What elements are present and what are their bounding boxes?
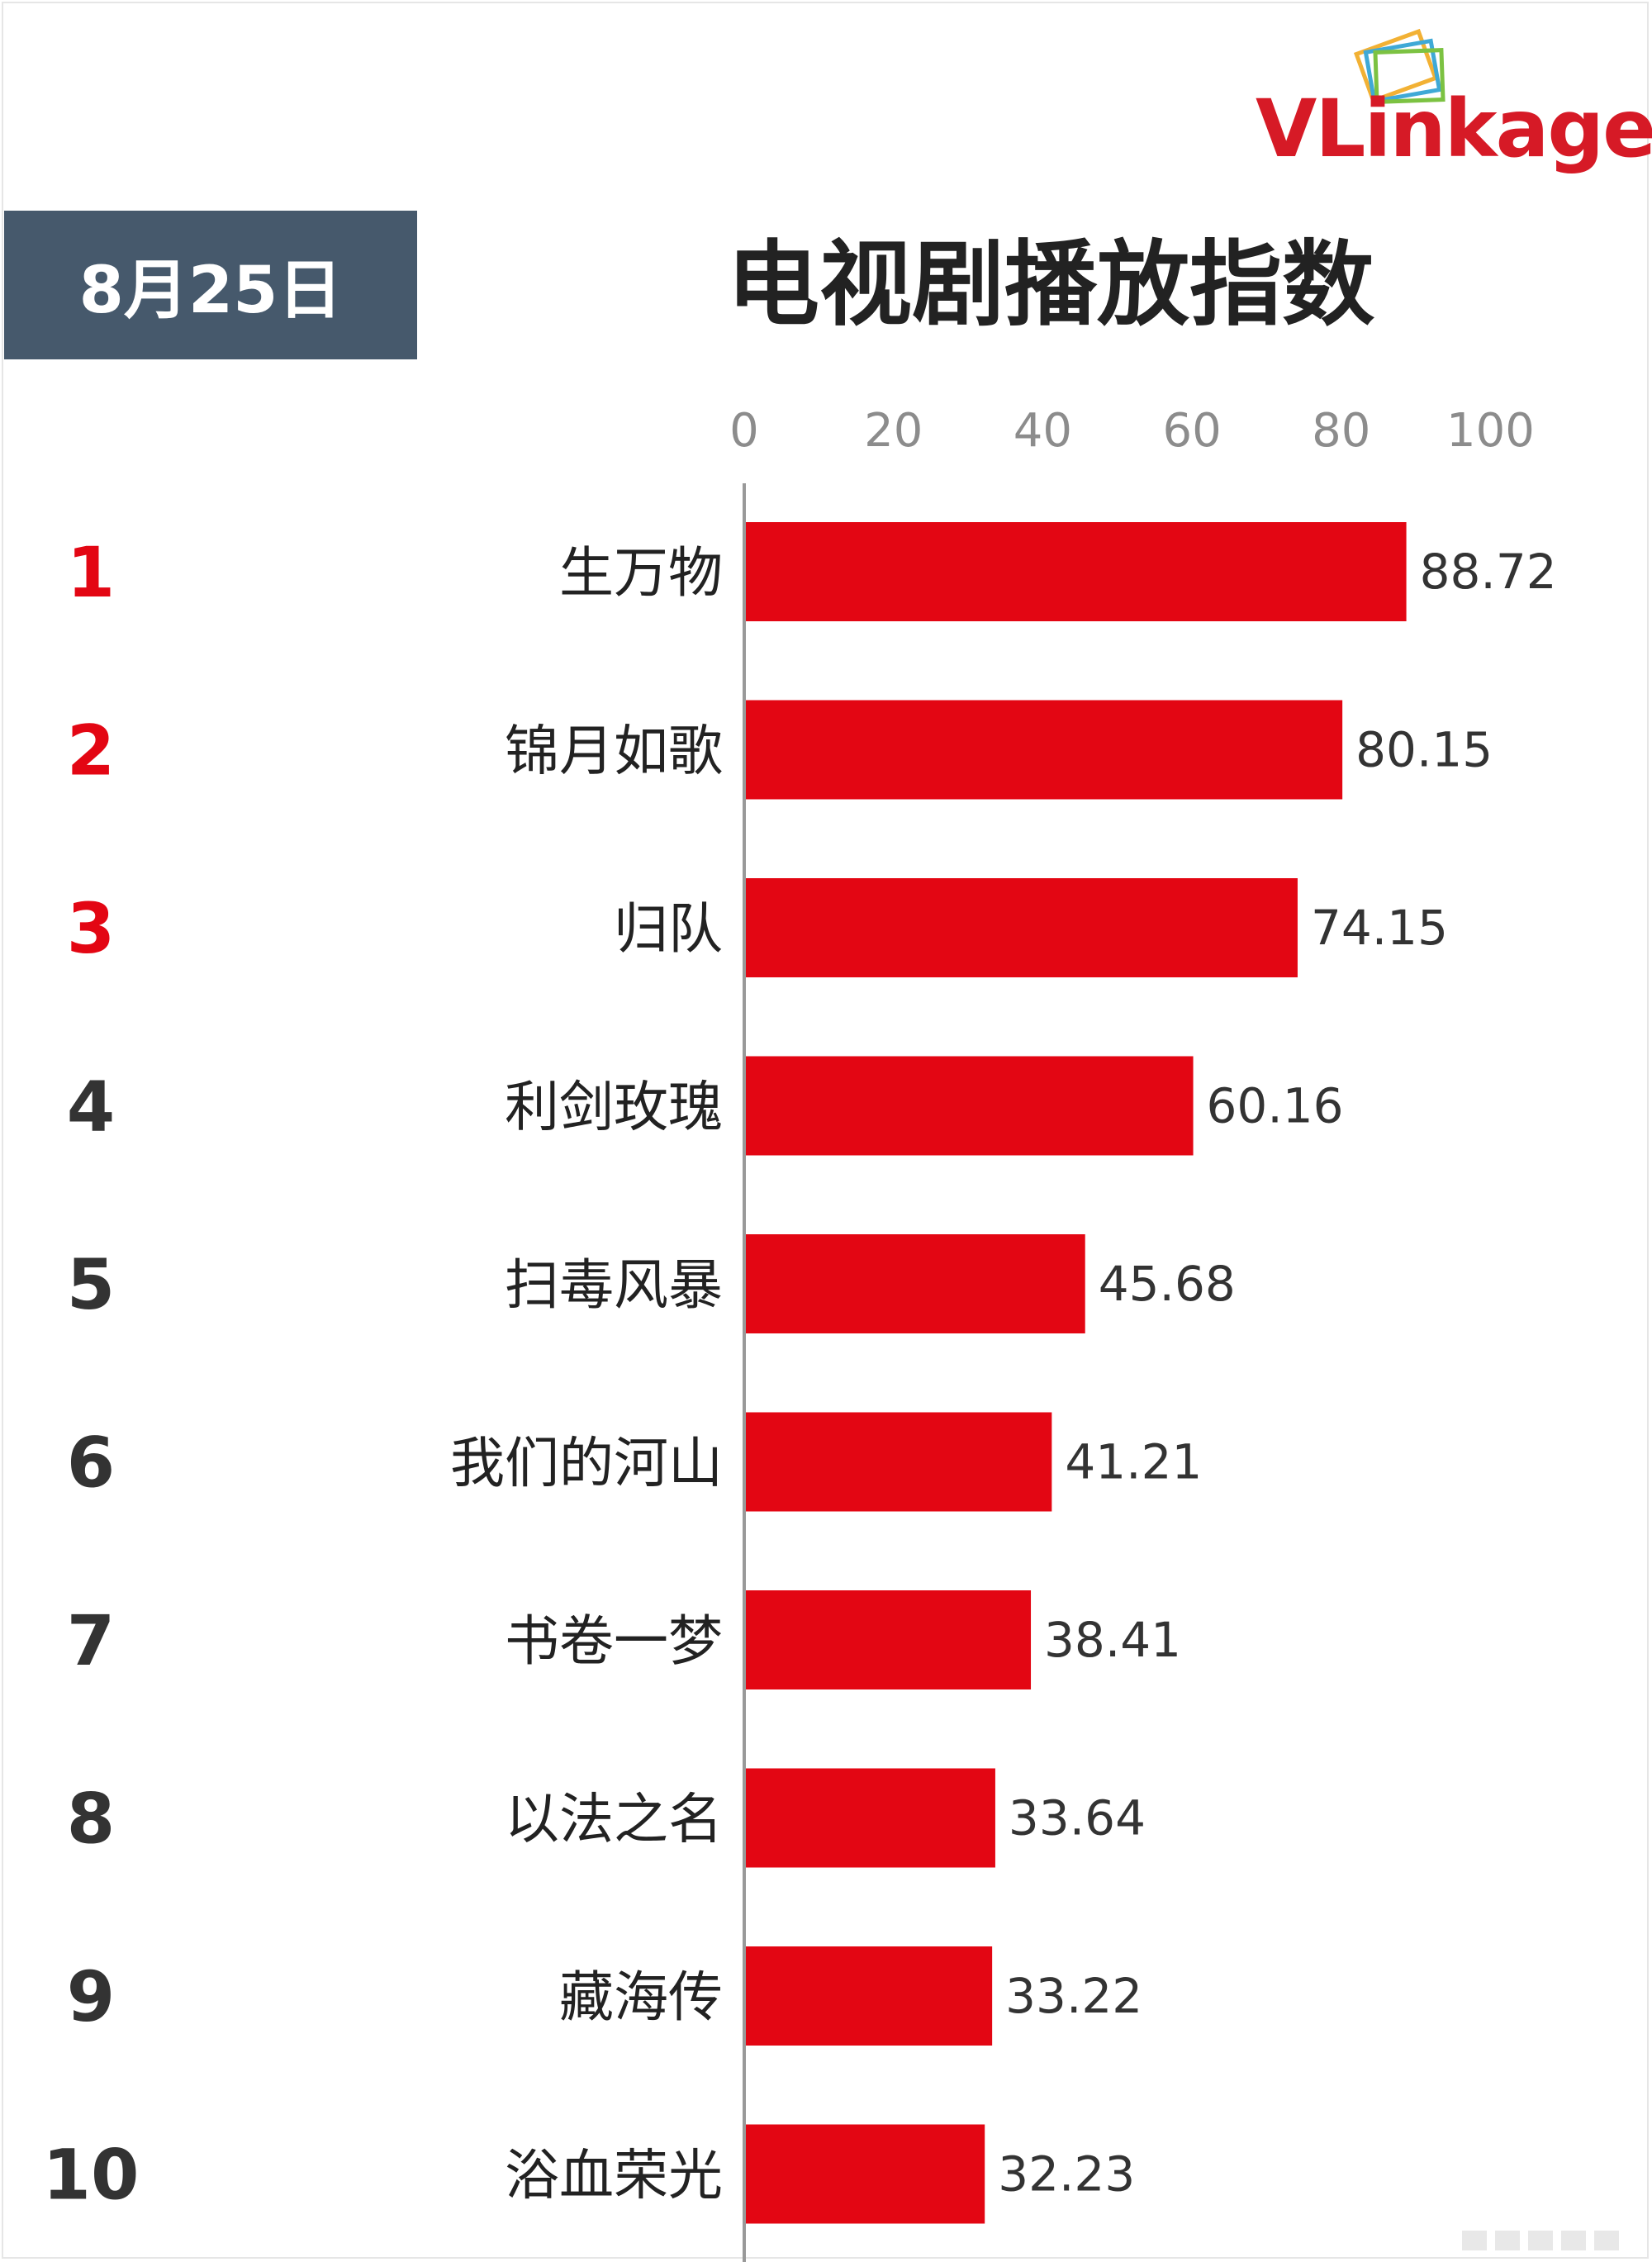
date-label: 8月25日 [78, 254, 343, 328]
data-label: 80.15 [1355, 722, 1493, 778]
data-label: 38.41 [1044, 1612, 1181, 1668]
rank-number: 4 [67, 1067, 115, 1148]
page-indicator-dot [1528, 2231, 1553, 2250]
x-tick-label: 40 [1014, 404, 1072, 458]
bar [746, 1412, 1052, 1512]
logo-text-suffix: age [1495, 83, 1652, 175]
category-label: 利剑玫瑰 [505, 1076, 723, 1139]
category-label: 我们的河山 [450, 1432, 723, 1495]
page-indicator-dot [1594, 2231, 1619, 2250]
x-tick-label: 80 [1312, 404, 1370, 458]
category-label: 锦月如歌 [505, 720, 723, 783]
category-label: 归队 [614, 897, 723, 961]
vlinkage-logo: VLinkage [1256, 25, 1652, 182]
rank-number: 7 [67, 1600, 115, 1681]
data-label: 41.21 [1065, 1434, 1202, 1490]
date-badge: 8月25日 [4, 211, 417, 359]
data-label: 74.15 [1311, 900, 1448, 956]
rank-number: 2 [67, 710, 115, 791]
rank-number: 1 [67, 532, 115, 613]
bar [746, 1234, 1085, 1333]
page-indicator-dot [1462, 2231, 1487, 2250]
rank-number: 6 [67, 1423, 115, 1504]
page-indicator [1462, 2231, 1619, 2250]
bar [746, 878, 1298, 977]
page-indicator-dot [1561, 2231, 1586, 2250]
logo-text: VLinkage [1256, 83, 1652, 175]
bar [746, 1590, 1032, 1689]
bar [746, 2124, 985, 2224]
bar [746, 522, 1407, 621]
category-label: 书卷一梦 [505, 1609, 723, 1673]
category-label: 生万物 [559, 541, 723, 605]
category-label: 藏海传 [559, 1965, 723, 2029]
rank-number: 8 [67, 1779, 115, 1860]
category-label: 扫毒风暴 [505, 1253, 723, 1317]
bar [746, 700, 1343, 800]
category-label: 浴血荣光 [505, 2144, 723, 2207]
x-tick-label: 0 [729, 404, 759, 458]
bar [746, 1946, 993, 2046]
page-indicator-dot [1495, 2231, 1520, 2250]
x-tick-label: 20 [864, 404, 923, 458]
x-tick-label: 60 [1162, 404, 1221, 458]
chart-title: 电视剧播放指数 [727, 231, 1374, 339]
data-label: 33.64 [1009, 1790, 1146, 1846]
data-label: 33.22 [1005, 1968, 1142, 2024]
logo-cards-icon [1353, 28, 1446, 104]
rank-number: 10 [43, 2135, 140, 2216]
data-label: 60.16 [1207, 1078, 1344, 1134]
rank-number: 9 [67, 1956, 115, 2037]
data-label: 32.23 [998, 2146, 1135, 2203]
bar [746, 1056, 1194, 1156]
category-label: 以法之名 [505, 1788, 723, 1851]
data-label: 45.68 [1099, 1256, 1236, 1312]
data-label: 88.72 [1420, 544, 1557, 600]
logo-text-prefix: VLink [1256, 83, 1498, 175]
x-tick-label: 100 [1446, 404, 1535, 458]
rank-number: 5 [67, 1244, 115, 1325]
bar [746, 1768, 995, 1868]
rank-number: 3 [67, 888, 115, 969]
